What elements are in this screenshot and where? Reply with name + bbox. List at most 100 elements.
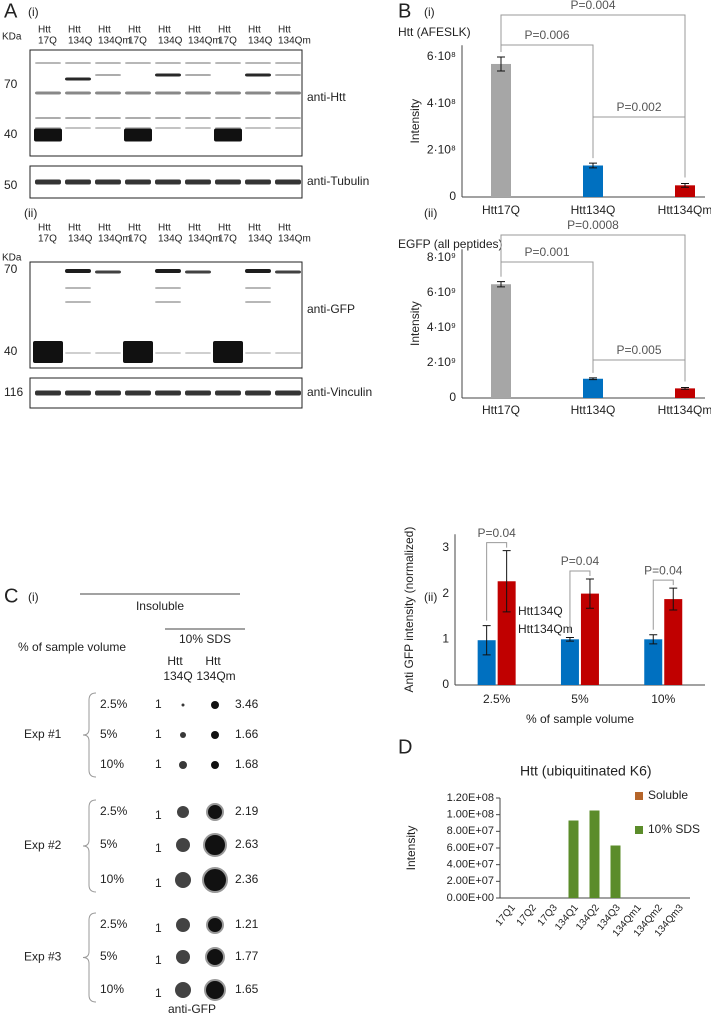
significance-bracket	[592, 116, 686, 178]
dot	[206, 916, 224, 934]
experiment-label: Exp #2	[24, 838, 62, 852]
band	[65, 269, 91, 273]
panel-label: C	[4, 585, 18, 607]
dot	[203, 833, 227, 857]
band	[65, 117, 91, 119]
y-tick-label: 8.00E+07	[447, 825, 494, 837]
y-tick-label: 6.00E+07	[447, 842, 494, 854]
kda-label: KDa	[2, 32, 22, 43]
band	[185, 127, 211, 129]
lane-label: Htt	[38, 223, 51, 234]
panel-label: D	[398, 736, 412, 758]
brace	[82, 912, 97, 1003]
band	[185, 270, 211, 274]
subpanel-label: (ii)	[424, 590, 437, 604]
reference-value: 1	[155, 697, 162, 711]
band	[95, 127, 121, 129]
antibody-label: anti-GFP	[307, 302, 355, 316]
dot	[179, 761, 187, 769]
dot	[181, 703, 185, 707]
band	[65, 77, 91, 81]
error-bar	[497, 281, 505, 288]
ratio-value: 1.21	[235, 917, 259, 931]
y-tick-label: 4·10⁹	[427, 320, 456, 334]
reference-value: 1	[155, 757, 162, 771]
band	[124, 128, 152, 142]
lane-label: 17Q	[38, 234, 57, 245]
error-bar	[497, 56, 505, 72]
ratio-value: 1.66	[235, 727, 259, 741]
lane-label: Htt	[218, 25, 231, 36]
band	[275, 179, 301, 185]
band	[215, 390, 241, 396]
p-value: P=0.004	[570, 0, 615, 12]
dot	[211, 701, 219, 709]
band	[95, 62, 121, 64]
y-tick-label: 0.00E+00	[447, 892, 494, 904]
lane-label: Htt	[68, 25, 81, 36]
x-tick-label: Htt134Q	[571, 203, 616, 217]
bar	[675, 185, 695, 197]
band	[155, 301, 181, 303]
bar	[644, 639, 663, 685]
dot	[176, 918, 190, 932]
marker-label: 116	[4, 385, 23, 399]
volume-label: 2.5%	[100, 804, 128, 818]
bar	[664, 599, 683, 685]
band	[95, 91, 121, 95]
p-value: P=0.04	[477, 526, 516, 540]
blot-frame	[29, 261, 303, 369]
band	[275, 352, 301, 354]
y-tick-label: 4.00E+07	[447, 859, 494, 871]
reference-value: 1	[155, 841, 162, 855]
band	[35, 179, 61, 185]
lane-label: 134Q	[158, 234, 183, 245]
x-tick-label: 17Q1	[494, 902, 518, 928]
lane-label: Htt	[98, 223, 111, 234]
band	[35, 117, 61, 119]
legend-swatch	[635, 792, 643, 800]
error-bar	[649, 634, 658, 645]
dot	[176, 838, 190, 852]
column-label: 134Q	[163, 669, 192, 683]
x-tick-label: Htt134Q	[571, 403, 616, 417]
band	[275, 127, 301, 129]
marker-label: 50	[4, 178, 18, 192]
antibody-label: anti-Htt	[307, 90, 346, 104]
y-axis-label: Intensity	[404, 826, 418, 871]
significance-bracket	[500, 261, 594, 372]
column-label: Htt	[205, 654, 221, 668]
band	[155, 269, 181, 273]
bar	[583, 165, 603, 197]
y-tick-label: 6·10⁹	[427, 285, 456, 299]
lane-label: Htt	[98, 25, 111, 36]
marker-label: 70	[4, 77, 18, 91]
y-tick-label: 0	[449, 189, 456, 203]
band	[185, 117, 211, 119]
band	[34, 128, 62, 142]
reference-value: 1	[155, 921, 162, 935]
column-label: Htt	[167, 654, 183, 668]
y-tick-label: 0	[442, 677, 449, 691]
y-tick-label: 2·10⁹	[427, 355, 456, 369]
antibody-label: anti-Vinculin	[307, 385, 372, 399]
band	[245, 117, 271, 119]
chart-title: Htt (AFESLK)	[398, 25, 471, 39]
volume-label: 10%	[100, 872, 124, 886]
band	[215, 179, 241, 185]
dot	[206, 803, 224, 821]
ratio-value: 1.65	[235, 982, 259, 996]
bar	[491, 284, 511, 398]
band	[65, 287, 91, 289]
legend-label: Htt134Qm	[518, 622, 573, 636]
band	[65, 62, 91, 64]
significance-bracket	[592, 359, 686, 382]
band	[185, 91, 211, 95]
significance-bracket	[652, 579, 674, 630]
band	[125, 62, 151, 64]
volume-label: 2.5%	[100, 917, 128, 931]
x-tick-label: Htt17Q	[482, 203, 520, 217]
lane-label: 134Qm	[188, 36, 221, 47]
